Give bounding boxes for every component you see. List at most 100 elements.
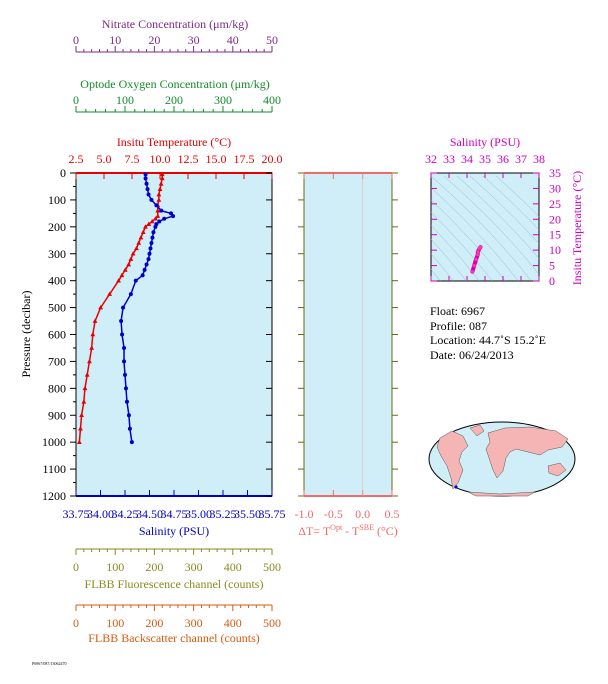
temperature-point bbox=[130, 251, 136, 256]
backscatter-tick-label: 200 bbox=[145, 616, 163, 630]
profile-id: Profile: 087 bbox=[430, 318, 487, 333]
ts-density-contours bbox=[431, 175, 539, 281]
salinity-tick-label: 34.75 bbox=[161, 507, 188, 521]
salinity-tick-label: 33.75 bbox=[63, 507, 90, 521]
ts-temperature-tick-label: 15 bbox=[549, 228, 561, 242]
ts-salinity-tick-label: 34 bbox=[461, 152, 473, 166]
ts-temperature-tick-label: 25 bbox=[549, 197, 561, 211]
ts-point bbox=[478, 245, 483, 249]
density-contour bbox=[431, 175, 532, 281]
temperature-tick-label: 17.5 bbox=[234, 152, 255, 166]
fluorescence-tick-label: 400 bbox=[224, 560, 242, 574]
ts-temperature-tick-label: 35 bbox=[549, 166, 561, 180]
temperature-axis-label: Insitu Temperature (°C) bbox=[117, 135, 231, 149]
ts-temperature-tick-label: 20 bbox=[549, 212, 561, 226]
pressure-tick-label: 100 bbox=[48, 193, 66, 207]
delta-t-tick-label: 0.5 bbox=[385, 507, 400, 521]
salinity-tick-label: 34.25 bbox=[112, 507, 139, 521]
temperature-tick-label: 20.0 bbox=[262, 152, 283, 166]
fluorescence-tick-label: 300 bbox=[185, 560, 203, 574]
ts-diagram-area bbox=[430, 172, 540, 282]
footer-id: P6967/087/13062470 bbox=[32, 661, 66, 666]
salinity-point bbox=[120, 332, 125, 337]
australia-landmass bbox=[547, 462, 567, 477]
ts-temperature-tick-label: 5 bbox=[549, 259, 555, 273]
temperature-point bbox=[78, 426, 83, 431]
salinity-point bbox=[122, 359, 127, 364]
salinity-tick-label: 35.25 bbox=[210, 507, 237, 521]
salinity-point bbox=[143, 172, 148, 177]
fluorescence-axis: 0 100 200 300 400 500 bbox=[73, 549, 281, 574]
salinity-point bbox=[129, 440, 134, 445]
salinity-point bbox=[146, 257, 151, 262]
pressure-tick-label: 700 bbox=[48, 354, 66, 368]
nitrate-tick-label: 30 bbox=[188, 33, 200, 47]
salinity-point bbox=[123, 372, 127, 377]
temperature-axis: 2.5 5.0 7.5 10.0 12.5 15.0 17.5 20.0 bbox=[69, 152, 283, 179]
pressure-tick-label: 300 bbox=[48, 247, 66, 261]
oxygen-tick-label: 200 bbox=[165, 93, 183, 107]
pressure-axis-label: Pressure (decibar) bbox=[19, 291, 33, 378]
density-contour bbox=[482, 175, 539, 231]
salinity-point bbox=[146, 192, 151, 197]
salinity-point bbox=[150, 235, 155, 240]
backscatter-tick-label: 400 bbox=[224, 616, 242, 630]
oxygen-tick-label: 300 bbox=[214, 93, 232, 107]
temperature-tick-label: 2.5 bbox=[69, 152, 84, 166]
temperature-point bbox=[136, 240, 142, 245]
pressure-tick-label: 200 bbox=[48, 220, 66, 234]
temperature-tick-label: 5.0 bbox=[97, 152, 112, 166]
temperature-point bbox=[76, 439, 82, 444]
backscatter-tick-label: 500 bbox=[263, 616, 281, 630]
salinity-point bbox=[145, 187, 150, 192]
nitrate-axis-label: Nitrate Concentration (μm/kg) bbox=[102, 17, 248, 31]
ts-salinity-tick-label: 32 bbox=[425, 152, 437, 166]
salinity-point bbox=[153, 224, 158, 229]
temperature-point bbox=[155, 208, 161, 213]
temperature-point bbox=[155, 213, 161, 218]
delta-t-plot-area bbox=[303, 172, 393, 497]
backscatter-axis: 0 100 200 300 400 500 bbox=[73, 605, 281, 630]
delta-t-tick-label: -0.5 bbox=[324, 507, 343, 521]
oxygen-tick-label: 100 bbox=[116, 93, 134, 107]
salinity-point bbox=[154, 203, 159, 208]
salinity-tick-label: 35.50 bbox=[234, 507, 261, 521]
ts-point bbox=[470, 270, 474, 274]
pressure-tick-label: 0 bbox=[60, 166, 66, 180]
salinity-tick-label: 34.00 bbox=[87, 507, 114, 521]
salinity-point bbox=[121, 305, 126, 310]
ts-temperature-label: Insitu Temperature (°C) bbox=[570, 171, 584, 285]
temperature-point bbox=[134, 245, 139, 251]
temperature-point bbox=[89, 345, 95, 350]
ts-temperature-tick-label: 0 bbox=[549, 274, 555, 288]
ts-point bbox=[476, 250, 480, 254]
ts-salinity-tick-label: 36 bbox=[497, 152, 509, 166]
pressure-tick-label: 900 bbox=[48, 408, 66, 422]
fluorescence-axis-label: FLBB Fluorescence channel (counts) bbox=[85, 577, 264, 591]
salinity-point bbox=[148, 246, 153, 251]
salinity-point bbox=[149, 197, 154, 202]
pressure-tick-label: 500 bbox=[48, 301, 66, 315]
temperature-point bbox=[143, 224, 148, 229]
fluorescence-tick-label: 200 bbox=[145, 560, 163, 574]
temperature-point bbox=[140, 229, 146, 235]
pressure-tick-label: 400 bbox=[48, 274, 66, 288]
nitrate-tick-label: 10 bbox=[109, 33, 121, 47]
fluorescence-tick-label: 0 bbox=[73, 560, 79, 574]
float-location-marker bbox=[454, 485, 458, 489]
delta-t-axis: -1.0 -0.5 0.0 0.5 bbox=[295, 173, 400, 521]
temperature-point bbox=[90, 331, 96, 337]
temperature-point bbox=[156, 191, 162, 197]
salinity-axis: 33.7534.0034.2534.5034.7535.0035.2535.50… bbox=[63, 490, 286, 521]
delta-t-axis-label: ΔT= TOpt - TSBE (°C) bbox=[298, 523, 398, 538]
ts-salinity-tick-label: 35 bbox=[479, 152, 491, 166]
fluorescence-tick-label: 500 bbox=[263, 560, 281, 574]
world-map bbox=[428, 421, 576, 497]
nitrate-tick-label: 20 bbox=[148, 33, 160, 47]
oxygen-axis: 0 100 200 300 400 bbox=[73, 93, 281, 112]
temperature-point bbox=[146, 221, 152, 226]
oxygen-tick-label: 400 bbox=[263, 93, 281, 107]
temperature-point bbox=[126, 261, 132, 267]
oxygen-tick-label: 0 bbox=[73, 93, 79, 107]
density-contour bbox=[443, 175, 539, 275]
